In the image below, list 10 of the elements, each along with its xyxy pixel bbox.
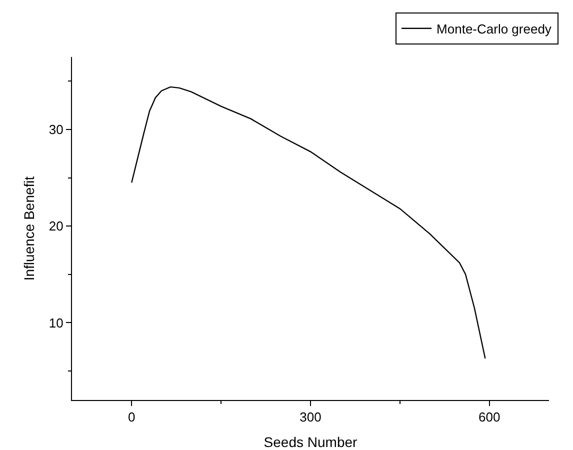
y-tick-label: 10 [48,315,64,330]
x-tick-label: 600 [478,410,500,425]
legend-label: Monte-Carlo greedy [436,21,552,36]
y-tick-label: 20 [48,218,64,234]
x-tick-label: 0 [128,410,136,425]
x-axis-title: Seeds Number [264,434,358,450]
y-axis-title: Influence Benefit [21,176,37,281]
y-tick-label: 30 [48,122,64,138]
line-series [131,86,486,360]
x-tick-label: 300 [300,410,322,425]
